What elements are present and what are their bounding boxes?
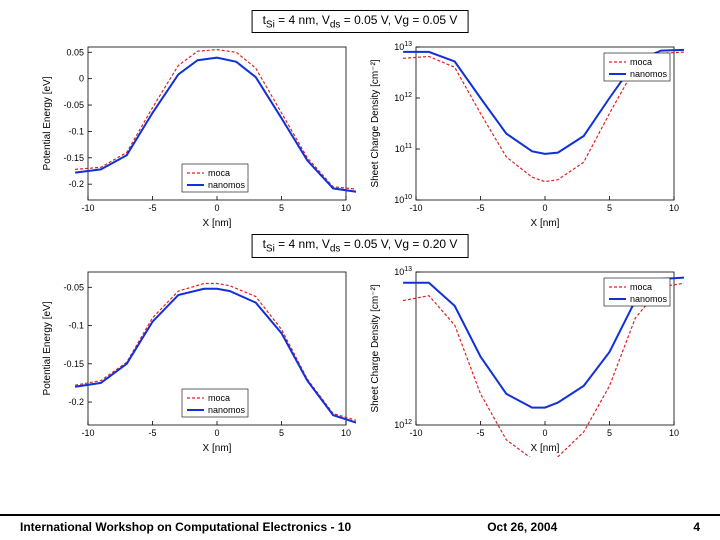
svg-text:-0.15: -0.15 — [63, 359, 84, 369]
svg-text:1011: 1011 — [395, 143, 412, 154]
svg-text:-0.05: -0.05 — [63, 282, 84, 292]
svg-text:moca: moca — [630, 282, 652, 292]
svg-text:0.05: 0.05 — [66, 48, 84, 58]
svg-text:1012: 1012 — [394, 92, 412, 103]
svg-text:0: 0 — [214, 203, 219, 213]
title-top: tSi = 4 nm, Vds = 0.05 V, Vg = 0.05 V — [252, 10, 469, 33]
svg-text:1013: 1013 — [394, 41, 412, 52]
svg-text:5: 5 — [279, 203, 284, 213]
svg-text:Potential Energy [eV]: Potential Energy [eV] — [42, 301, 53, 395]
footer-date: Oct 26, 2004 — [487, 520, 557, 534]
svg-text:-10: -10 — [409, 203, 422, 213]
svg-text:X [nm]: X [nm] — [203, 218, 232, 229]
svg-text:moca: moca — [630, 57, 652, 67]
svg-text:-5: -5 — [148, 203, 156, 213]
svg-text:5: 5 — [279, 428, 284, 438]
svg-text:-0.1: -0.1 — [68, 127, 84, 137]
svg-text:-10: -10 — [81, 428, 94, 438]
svg-text:nanomos: nanomos — [208, 180, 246, 190]
svg-text:nanomos: nanomos — [630, 294, 668, 304]
svg-text:-10: -10 — [81, 203, 94, 213]
svg-text:1013: 1013 — [394, 266, 412, 277]
row-bottom: -10 -5 0 5 10 -0.2 -0.15 -0.1 -0.05 X [nm] Potenti… — [20, 262, 700, 457]
svg-text:Potential Energy [eV]: Potential Energy [eV] — [42, 77, 53, 171]
chart-potential-bottom: -10 -5 0 5 10 -0.2 -0.15 -0.1 -0.05 X [nm] Potenti… — [36, 262, 356, 457]
title-bottom: tSi = 4 nm, Vds = 0.05 V, Vg = 0.20 V — [252, 234, 469, 257]
chart-density-top: -10-505101010101110121013X [nm]Sheet Cha… — [364, 37, 684, 232]
slide-container: tSi = 4 nm, Vds = 0.05 V, Vg = 0.05 V -1… — [0, 0, 720, 540]
svg-text:-5: -5 — [148, 428, 156, 438]
svg-text:10: 10 — [669, 203, 679, 213]
svg-text:-0.2: -0.2 — [68, 397, 84, 407]
row-top: -10 -5 0 5 10 -0.2 -0.15 -0.1 -0.05 0 0.05 X [nm] Po… — [20, 37, 700, 232]
svg-text:nanomos: nanomos — [208, 405, 246, 415]
svg-text:Sheet Charge Density [cm⁻²]: Sheet Charge Density [cm⁻²] — [370, 284, 381, 412]
svg-text:nanomos: nanomos — [630, 69, 668, 79]
svg-text:X [nm]: X [nm] — [531, 443, 560, 454]
svg-text:10: 10 — [669, 428, 679, 438]
svg-text:-5: -5 — [476, 428, 484, 438]
svg-text:10: 10 — [341, 203, 351, 213]
svg-text:0: 0 — [542, 203, 547, 213]
svg-text:5: 5 — [607, 428, 612, 438]
footer: International Workshop on Computational … — [0, 514, 720, 534]
chart-density-bottom: -10-5051010121013X [nm]Sheet Charge Dens… — [364, 262, 684, 457]
svg-text:-0.2: -0.2 — [68, 180, 84, 190]
svg-text:5: 5 — [607, 203, 612, 213]
svg-text:-5: -5 — [476, 203, 484, 213]
svg-text:-10: -10 — [409, 428, 422, 438]
svg-text:X [nm]: X [nm] — [531, 218, 560, 229]
svg-text:X [nm]: X [nm] — [203, 443, 232, 454]
footer-left: International Workshop on Computational … — [20, 520, 351, 534]
svg-text:-0.1: -0.1 — [68, 320, 84, 330]
svg-text:0: 0 — [542, 428, 547, 438]
svg-text:0: 0 — [79, 74, 84, 84]
svg-text:moca: moca — [208, 393, 230, 403]
svg-text:0: 0 — [214, 428, 219, 438]
svg-text:-0.15: -0.15 — [63, 153, 84, 163]
svg-text:10: 10 — [341, 428, 351, 438]
svg-text:-0.05: -0.05 — [63, 100, 84, 110]
svg-text:Sheet Charge Density [cm⁻²]: Sheet Charge Density [cm⁻²] — [370, 60, 381, 188]
chart-potential-top: -10 -5 0 5 10 -0.2 -0.15 -0.1 -0.05 0 0.05 X [nm] Po… — [36, 37, 356, 232]
svg-text:moca: moca — [208, 168, 230, 178]
footer-page: 4 — [693, 520, 700, 534]
